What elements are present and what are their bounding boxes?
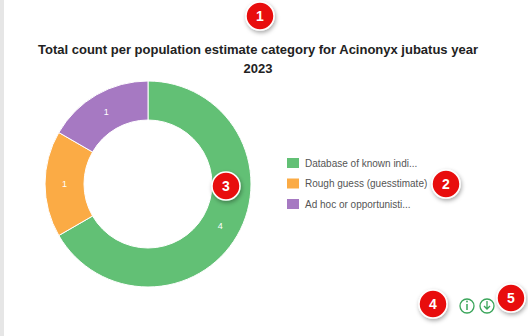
data-label: 4	[218, 221, 223, 231]
toolbar	[460, 299, 494, 313]
annotation-badge	[212, 172, 240, 200]
annotation-number: 5	[507, 290, 515, 306]
annotations: 1 2 3 4 5	[212, 2, 525, 318]
chart-title: Total count per population estimate cate…	[38, 42, 478, 76]
legend: Database of known indi... Rough guess (gu…	[287, 158, 427, 210]
chart-root: Total count per population estimate cate…	[0, 0, 528, 336]
data-label: 1	[104, 107, 109, 117]
annotation-badge	[432, 170, 460, 198]
annotation-number: 2	[442, 176, 450, 192]
data-label: 1	[62, 179, 67, 189]
info-icon[interactable]	[460, 299, 474, 313]
legend-label[interactable]: Rough guess (guesstimate)	[305, 178, 427, 189]
info-icon-dot	[466, 301, 468, 303]
annotation-badge	[419, 290, 447, 318]
panel-border	[0, 0, 4, 336]
legend-swatch[interactable]	[287, 199, 299, 209]
download-icon[interactable]	[480, 299, 494, 313]
annotation-number: 1	[256, 8, 264, 24]
donut	[45, 81, 251, 287]
donut-slice[interactable]	[59, 81, 251, 287]
legend-label[interactable]: Database of known indi...	[305, 158, 417, 169]
annotation-badge	[497, 284, 525, 312]
data-labels: 4 1 1	[62, 107, 223, 231]
annotation-number: 3	[222, 178, 230, 194]
legend-swatch[interactable]	[287, 158, 299, 168]
donut-slice[interactable]	[59, 81, 148, 152]
annotation-number: 4	[429, 296, 437, 312]
legend-label[interactable]: Ad hoc or opportunisti...	[305, 199, 411, 210]
legend-swatch[interactable]	[287, 179, 299, 189]
annotation-badge	[246, 2, 274, 30]
download-icon-arrow	[484, 301, 490, 309]
info-icon-stem	[466, 304, 468, 310]
